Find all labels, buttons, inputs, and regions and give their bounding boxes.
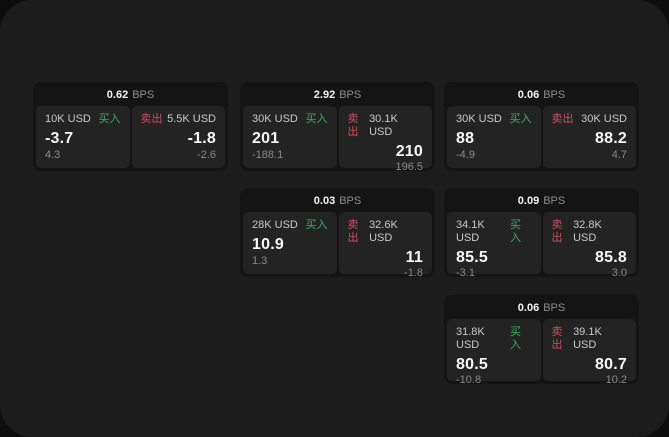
buy-side-label: 买入: [305, 113, 328, 125]
sell-price: -1.8: [187, 130, 216, 147]
buy-side-label: 买入: [98, 113, 121, 125]
bps-value: 2.92: [313, 89, 336, 101]
bps-value: 0.06: [517, 302, 540, 314]
buy-delta: -188.1: [252, 149, 284, 161]
sell-amount: 30.1K USD: [369, 113, 398, 138]
sell-panel[interactable]: 卖出 30.1K USD 210 196.5: [338, 106, 432, 173]
bps-value: 0.06: [517, 89, 540, 101]
bps-label: BPS: [543, 302, 566, 314]
bps-header: 2.92 BPS: [243, 85, 432, 106]
buy-panel[interactable]: 34.1K USD 买入 85.5 -3.1: [447, 212, 541, 279]
quote-card-3: 0.06 BPS 30K USD 买入 88 -4.9 卖出 30K USD 8…: [444, 82, 639, 171]
buy-panel[interactable]: 10K USD 买入 -3.7 4.3: [36, 106, 130, 168]
quote-card-5: 0.09 BPS 34.1K USD 买入 85.5 -3.1 卖出 32.8K…: [444, 188, 639, 279]
buy-amount: 34.1K USD: [456, 219, 485, 244]
bps-label: BPS: [543, 89, 566, 101]
buy-amount: 31.8K USD: [456, 326, 485, 351]
sell-amount: 30K USD: [581, 113, 627, 125]
sell-price: 80.7: [595, 356, 627, 373]
buy-delta: -4.9: [456, 149, 475, 161]
sell-delta: 3.0: [611, 267, 627, 279]
buy-price: 201: [252, 130, 280, 147]
sell-side-label: 卖出: [551, 219, 563, 244]
bps-label: BPS: [339, 89, 362, 101]
buy-delta: 1.3: [252, 255, 268, 267]
buy-side-label: 买入: [509, 326, 521, 351]
buy-amount: 30K USD: [252, 113, 298, 125]
quote-panels: 28K USD 买入 10.9 1.3 卖出 32.6K USD 11 -1.8: [243, 212, 432, 279]
buy-delta: 4.3: [45, 149, 61, 161]
buy-amount: 10K USD: [45, 113, 91, 125]
bps-label: BPS: [339, 195, 362, 207]
sell-side-label: 卖出: [347, 113, 359, 138]
sell-price: 210: [395, 143, 423, 160]
bps-header: 0.06 BPS: [447, 298, 636, 319]
bps-header: 0.03 BPS: [243, 191, 432, 212]
sell-price: 88.2: [595, 130, 627, 147]
buy-amount: 30K USD: [456, 113, 502, 125]
sell-panel[interactable]: 卖出 39.1K USD 80.7 10.2: [542, 319, 636, 386]
sell-panel[interactable]: 卖出 30K USD 88.2 4.7: [542, 106, 636, 168]
sell-delta: 196.5: [395, 161, 423, 173]
bps-header: 0.09 BPS: [447, 191, 636, 212]
quote-panels: 30K USD 买入 201 -188.1 卖出 30.1K USD 210 1…: [243, 106, 432, 173]
sell-price: 11: [405, 249, 423, 266]
sell-side-label: 卖出: [551, 326, 563, 351]
buy-panel[interactable]: 30K USD 买入 201 -188.1: [243, 106, 337, 168]
buy-price: 80.5: [456, 356, 488, 373]
buy-price: -3.7: [45, 130, 74, 147]
bps-header: 0.06 BPS: [447, 85, 636, 106]
bps-value: 0.62: [106, 89, 129, 101]
buy-delta: -10.8: [456, 374, 482, 386]
buy-side-label: 买入: [305, 219, 328, 231]
buy-side-label: 买入: [509, 219, 521, 244]
sell-amount: 32.8K USD: [573, 219, 602, 244]
buy-price: 88: [456, 130, 475, 147]
buy-delta: -3.1: [456, 267, 475, 279]
quote-panels: 34.1K USD 买入 85.5 -3.1 卖出 32.8K USD 85.8…: [447, 212, 636, 279]
buy-amount: 28K USD: [252, 219, 298, 231]
buy-price: 85.5: [456, 249, 488, 266]
buy-side-label: 买入: [509, 113, 532, 125]
sell-delta: 4.7: [611, 149, 627, 161]
quote-panels: 30K USD 买入 88 -4.9 卖出 30K USD 88.2 4.7: [447, 106, 636, 168]
sell-price: 85.8: [595, 249, 627, 266]
bps-value: 0.09: [517, 195, 540, 207]
sell-delta: 10.2: [605, 374, 627, 386]
sell-side-label: 卖出: [140, 113, 163, 125]
quote-card-4: 0.03 BPS 28K USD 买入 10.9 1.3 卖出 32.6K US…: [240, 188, 435, 279]
sell-panel[interactable]: 卖出 32.8K USD 85.8 3.0: [542, 212, 636, 279]
buy-panel[interactable]: 31.8K USD 买入 80.5 -10.8: [447, 319, 541, 386]
quote-panels: 10K USD 买入 -3.7 4.3 卖出 5.5K USD -1.8 -2.…: [36, 106, 225, 168]
sell-side-label: 卖出: [551, 113, 574, 125]
quote-card-1: 0.62 BPS 10K USD 买入 -3.7 4.3 卖出 5.5K USD…: [33, 82, 228, 171]
bps-label: BPS: [543, 195, 566, 207]
quote-card-2: 2.92 BPS 30K USD 买入 201 -188.1 卖出 30.1K …: [240, 82, 435, 173]
buy-panel[interactable]: 30K USD 买入 88 -4.9: [447, 106, 541, 168]
bps-value: 0.03: [313, 195, 336, 207]
sell-amount: 5.5K USD: [167, 113, 216, 125]
buy-panel[interactable]: 28K USD 买入 10.9 1.3: [243, 212, 337, 274]
quote-card-6: 0.06 BPS 31.8K USD 买入 80.5 -10.8 卖出 39.1…: [444, 295, 639, 386]
sell-panel[interactable]: 卖出 32.6K USD 11 -1.8: [338, 212, 432, 279]
buy-price: 10.9: [252, 236, 284, 253]
bps-label: BPS: [132, 89, 155, 101]
sell-side-label: 卖出: [347, 219, 359, 244]
bps-header: 0.62 BPS: [36, 85, 225, 106]
sell-delta: -1.8: [404, 267, 423, 279]
sell-amount: 32.6K USD: [369, 219, 398, 244]
sell-delta: -2.6: [197, 149, 216, 161]
sell-amount: 39.1K USD: [573, 326, 602, 351]
sell-panel[interactable]: 卖出 5.5K USD -1.8 -2.6: [131, 106, 225, 168]
quote-panels: 31.8K USD 买入 80.5 -10.8 卖出 39.1K USD 80.…: [447, 319, 636, 386]
